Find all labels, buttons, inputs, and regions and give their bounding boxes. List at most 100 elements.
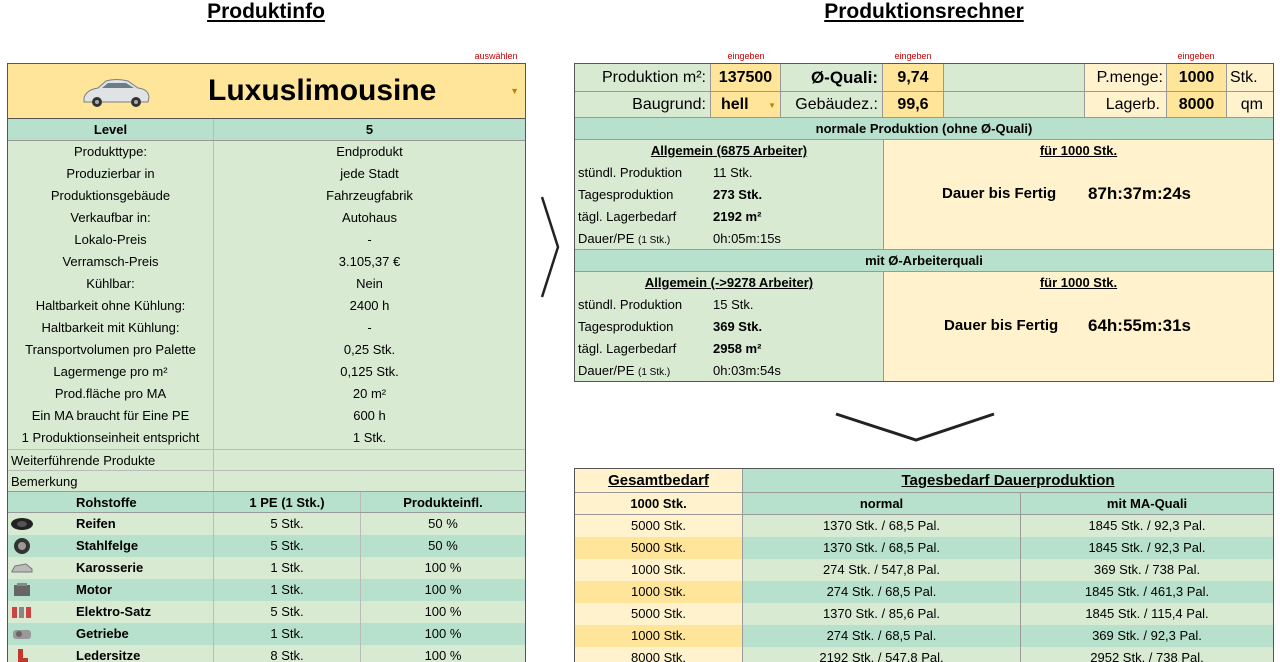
attribute-label: Produktionsgebäude	[8, 185, 214, 207]
attribute-label: Verramsch-Preis	[8, 251, 214, 273]
material-name: Ledersitze	[36, 645, 214, 662]
quali-stat-row: Tagesproduktion 369 Stk.	[575, 316, 883, 338]
gesamt-value: 1000 Stk.	[575, 581, 743, 603]
stat-value: 2192 m²	[713, 209, 762, 224]
material-qty: 1 Stk.	[214, 557, 361, 579]
quali-value: 369 Stk. / 738 Pal.	[1021, 559, 1273, 581]
empty-cell	[944, 64, 1085, 91]
bemerkung-label: Bemerkung	[8, 471, 214, 491]
normal-production-title: normale Produktion (ohne Ø-Quali)	[575, 118, 1273, 140]
product-attribute-row: Verramsch-Preis 3.105,37 €	[8, 251, 525, 273]
stat-label: stündl. Produktion	[578, 165, 683, 180]
attribute-label: Ein MA braucht für Eine PE	[8, 405, 214, 427]
quali-production-section: Allgemein (->9278 Arbeiter) stündl. Prod…	[575, 272, 1273, 381]
product-name: Luxuslimousine	[208, 74, 437, 107]
bedarf-row: 1000 Stk. 274 Stk. / 68,5 Pal. 369 Stk. / …	[575, 625, 1273, 647]
product-attribute-row: Lokalo-Preis -	[8, 229, 525, 251]
bedarf-header-row: 1000 Stk. normal mit MA-Quali	[575, 493, 1273, 515]
material-pct: 100 %	[424, 582, 462, 597]
attribute-value: 3.105,37 €	[338, 254, 401, 269]
weiterfuehrend-value[interactable]	[214, 450, 525, 470]
quali-finish: für 1000 Stk. Dauer bis Fertig 64h:55m:3…	[884, 272, 1273, 381]
material-qty: 8 Stk.	[214, 645, 361, 662]
gesamtbedarf-title: Gesamtbedarf	[575, 469, 743, 492]
car-icon	[83, 79, 150, 107]
engine-icon	[8, 579, 36, 601]
attribute-value: 600 h	[353, 408, 386, 423]
gesamt-value: 1000 Stk.	[575, 559, 743, 581]
bedarf-row: 5000 Stk. 1370 Stk. / 68,5 Pal. 1845 Stk. …	[575, 537, 1273, 559]
material-pct: 100 %	[424, 560, 462, 575]
normal-allgemein-heading: Allgemein (6875 Arbeiter)	[650, 143, 808, 158]
gesamt-value: 8000 Stk.	[575, 647, 743, 662]
attribute-value: 20 m²	[352, 386, 387, 401]
rim-icon	[8, 535, 36, 557]
produktionsrechner-heading: Produktionsrechner	[824, 0, 1024, 23]
material-pct: 50 %	[428, 516, 458, 531]
bedarf-row: 1000 Stk. 274 Stk. / 68,5 Pal. 1845 Stk. /…	[575, 581, 1273, 603]
attribute-label: Haltbarkeit mit Kühlung:	[8, 317, 214, 339]
quali-header: mit MA-Quali	[1021, 493, 1273, 514]
stat-label: stündl. Produktion	[578, 297, 683, 312]
product-attribute-row: Produkttype: Endprodukt	[8, 141, 525, 163]
level-label: Level	[8, 119, 214, 140]
attribute-label: Kühlbar:	[8, 273, 214, 295]
stat-value: 2958 m²	[713, 341, 762, 356]
material-qty: 5 Stk.	[214, 513, 361, 535]
attribute-label: Produkttype:	[8, 141, 214, 163]
material-qty: 1 Stk.	[214, 623, 361, 645]
material-row: Elektro-Satz 5 Stk. 100 %	[8, 601, 525, 623]
attribute-value: 0,125 Stk.	[340, 364, 399, 379]
normal-dauer-value: 0h:05m:15s	[713, 231, 781, 246]
pmenge-label: P.menge:	[1085, 64, 1167, 91]
production-input[interactable]: 137500	[711, 64, 781, 91]
normal-details: Allgemein (6875 Arbeiter) stündl. Produk…	[575, 140, 884, 249]
materials-header-pct: Produkteinfl.	[403, 495, 483, 510]
eingeben-hint-production: eingeben	[727, 51, 765, 61]
normal-stat-row: tägl. Lagerbedarf 2192 m²	[575, 206, 883, 228]
stat-value: 273 Stk.	[713, 187, 763, 202]
product-attribute-row: Transportvolumen pro Palette 0,25 Stk.	[8, 339, 525, 361]
quali-input[interactable]: 9,74	[883, 64, 944, 91]
normal-value: 274 Stk. / 68,5 Pal.	[743, 625, 1021, 647]
material-row: Karosserie 1 Stk. 100 %	[8, 557, 525, 579]
product-attribute-row: 1 Produktionseinheit entspricht 1 Stk.	[8, 427, 525, 449]
material-row: Getriebe 1 Stk. 100 %	[8, 623, 525, 645]
production-label: Produktion m²:	[575, 64, 711, 91]
material-qty: 1 Stk.	[214, 579, 361, 601]
normal-value: 1370 Stk. / 85,6 Pal.	[743, 603, 1021, 625]
lager-unit: qm	[1227, 92, 1273, 117]
normal-fertig-label: Dauer bis Fertig	[942, 185, 1057, 202]
level-value: 5	[365, 122, 374, 137]
gesamt-value: 1000 Stk.	[575, 625, 743, 647]
gesamt-value: 5000 Stk.	[575, 515, 743, 537]
baugrund-select[interactable]: hell ▼	[711, 92, 781, 117]
electric-kit-icon	[8, 601, 36, 623]
product-attribute-row: Haltbarkeit mit Kühlung: -	[8, 317, 525, 339]
bedarf-title-row: Gesamtbedarf Tagesbedarf Dauerproduktion	[575, 469, 1273, 493]
material-name: Elektro-Satz	[36, 601, 214, 623]
gebaeude-input[interactable]: 99,6	[883, 92, 944, 117]
lager-input[interactable]: 8000	[1167, 92, 1227, 117]
product-select[interactable]: Luxuslimousine ▼	[8, 64, 525, 119]
material-name: Karosserie	[36, 557, 214, 579]
normal-production-section: Allgemein (6875 Arbeiter) stündl. Produk…	[575, 140, 1273, 250]
quali-dauer-value: 0h:03m:54s	[713, 363, 781, 378]
attribute-label: Lokalo-Preis	[8, 229, 214, 251]
pmenge-input[interactable]: 1000	[1167, 64, 1227, 91]
material-name: Reifen	[36, 513, 214, 535]
stat-value: 15 Stk.	[713, 297, 754, 312]
stat-label: Tagesproduktion	[578, 319, 674, 334]
chevron-down-icon[interactable]: ▼	[510, 86, 519, 96]
pmenge-unit: Stk.	[1227, 64, 1273, 91]
material-row: Motor 1 Stk. 100 %	[8, 579, 525, 601]
gesamt-value: 5000 Stk.	[575, 537, 743, 559]
quali-production-title: mit Ø-Arbeiterquali	[575, 250, 1273, 272]
material-qty: 5 Stk.	[214, 535, 361, 557]
stat-value: 11 Stk.	[713, 165, 753, 180]
tagesbedarf-title: Tagesbedarf Dauerproduktion	[743, 469, 1273, 492]
stat-label: Tagesproduktion	[578, 187, 674, 202]
chevron-down-icon[interactable]: ▼	[768, 101, 776, 110]
bedarf-row: 1000 Stk. 274 Stk. / 547,8 Pal. 369 Stk. /…	[575, 559, 1273, 581]
bemerkung-value[interactable]	[214, 471, 525, 491]
